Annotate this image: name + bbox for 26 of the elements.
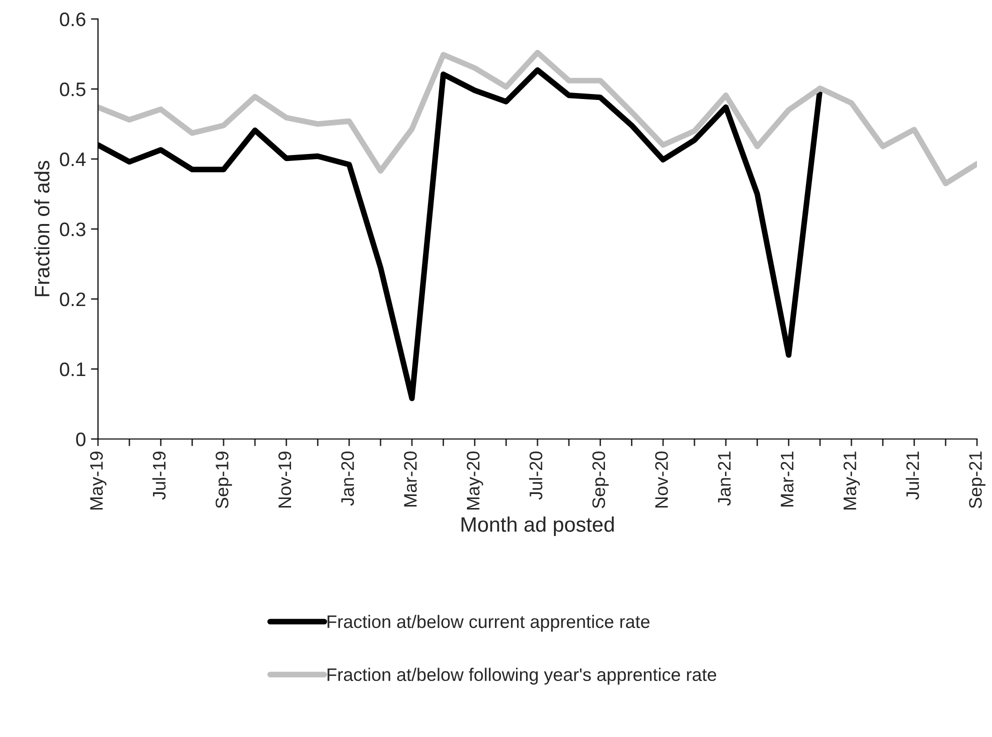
x-axis-title: Month ad posted bbox=[462, 516, 614, 536]
x-tick-label: Jan-20 bbox=[341, 452, 354, 506]
x-tick-label: Jan-21 bbox=[718, 452, 731, 506]
x-tick-label: Mar-20 bbox=[404, 452, 417, 507]
x-tick-label: Jul-20 bbox=[529, 452, 542, 500]
x-tick-label: Nov-20 bbox=[655, 452, 668, 508]
y-tick-label: 0 bbox=[76, 432, 86, 446]
legend-label: Fraction at/below following year's apprentice rate bbox=[328, 668, 716, 685]
x-tick-label: Sep-19 bbox=[216, 452, 232, 508]
x-tick-label: Sep-20 bbox=[592, 452, 609, 508]
y-tick-label: 0.6 bbox=[60, 12, 86, 26]
x-tick-label: Sep-21 bbox=[969, 452, 986, 508]
x-tick-label: Jul-19 bbox=[152, 452, 166, 500]
y-tick-label: 0.4 bbox=[60, 152, 86, 166]
y-tick-label: 0.3 bbox=[60, 222, 86, 236]
y-axis-title: Fraction of ads bbox=[34, 160, 50, 296]
x-tick-label: Nov-19 bbox=[278, 452, 292, 508]
x-tick-label: Jul-21 bbox=[906, 452, 920, 500]
y-tick-label: 0.5 bbox=[60, 82, 86, 96]
x-tick-label: May-19 bbox=[90, 452, 106, 510]
y-tick-label: 0.2 bbox=[60, 292, 86, 306]
y-tick-label: 0.1 bbox=[60, 362, 86, 376]
x-tick-label: Mar-21 bbox=[780, 452, 794, 507]
x-tick-label: May-20 bbox=[466, 452, 484, 510]
x-tick-label: May-21 bbox=[843, 452, 860, 510]
legend-label: Fraction at/below current apprentice rate bbox=[328, 614, 650, 632]
